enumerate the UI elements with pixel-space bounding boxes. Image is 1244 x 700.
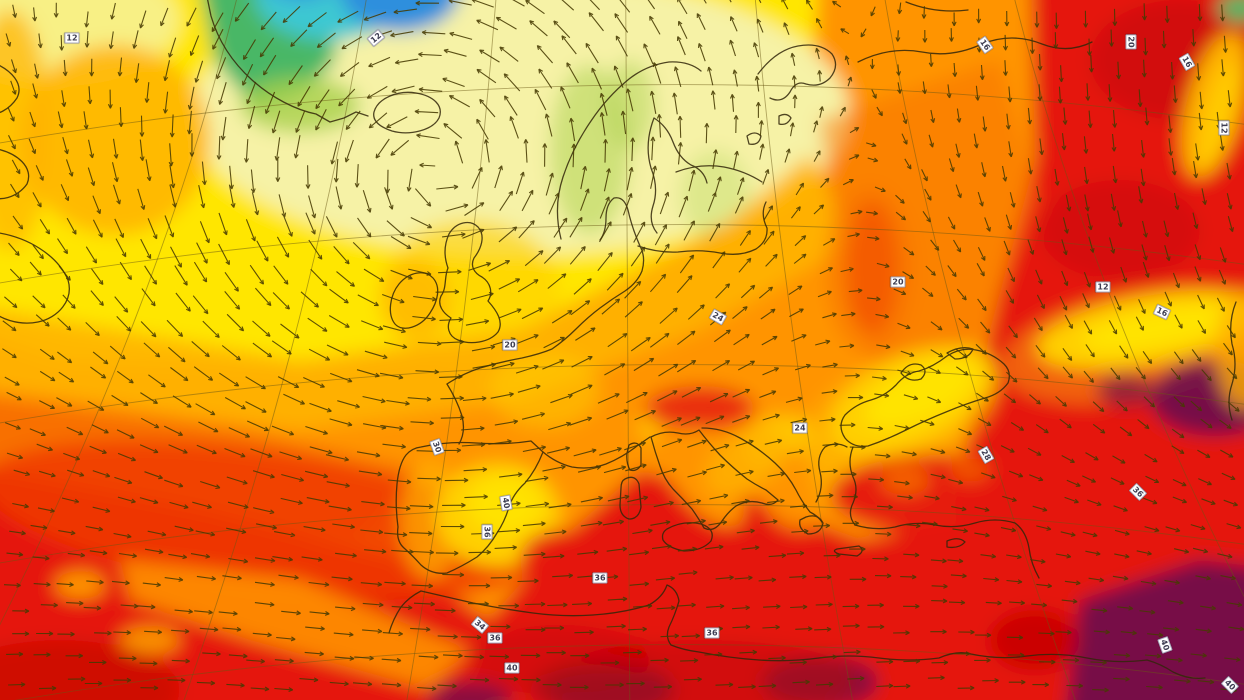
- coast-sicily: [661, 522, 713, 552]
- temp-blue: [341, 0, 459, 32]
- coast-iceland: [373, 91, 441, 134]
- coast-azov: [946, 347, 974, 360]
- temp-right-yellow-band: [1081, 305, 1239, 351]
- coast-lakes: [746, 113, 792, 145]
- temp-turkey-mottle-2: [950, 458, 990, 482]
- temp-darkred-e: [1040, 180, 1200, 280]
- coast-black-sea: [840, 348, 1010, 447]
- coast-peloponnese: [799, 515, 824, 535]
- coast-turkey-west: [849, 446, 857, 526]
- temp-maroon-africa: [530, 665, 650, 700]
- temp-purple-s3: [428, 682, 512, 700]
- coast-left-islands: [0, 65, 70, 324]
- temp-france-gold: [490, 352, 600, 428]
- temp-ne-green: [1218, 0, 1244, 22]
- temp-amber-band: [0, 155, 860, 430]
- coast-britain: [439, 221, 501, 344]
- temp-orange-fleck-2: [120, 626, 180, 654]
- coast-cyprus: [946, 538, 966, 549]
- temp-darkred-se: [990, 610, 1080, 670]
- coast-north-africa: [420, 584, 1206, 680]
- coast-caspian: [1228, 301, 1237, 421]
- temp-italy-orange: [655, 423, 745, 527]
- coast-crimea: [900, 363, 926, 381]
- coast-iberia: [395, 440, 544, 574]
- coast-continent-nw: [446, 197, 645, 385]
- coast-baltic-south: [637, 201, 768, 255]
- coast-balkans: [701, 427, 823, 523]
- temp-redorange-strip: [0, 440, 538, 600]
- temp-caspian-amber: [1215, 290, 1244, 410]
- temp-orange-diag: [120, 560, 470, 690]
- coast-corsica: [626, 442, 642, 472]
- coast-norway: [556, 61, 702, 240]
- coast-crete: [833, 545, 863, 557]
- temp-turkey-mottle-1: [880, 465, 930, 495]
- coast-gulf-finland: [675, 165, 763, 183]
- temp-scandes-green-2: [605, 60, 655, 150]
- temp-topleft-amber: [20, 45, 210, 235]
- temp-blacksea-yellow: [864, 360, 976, 430]
- coast-italy: [650, 429, 779, 531]
- coast-sardinia: [619, 476, 642, 520]
- temp-turkey-red: [830, 455, 1050, 535]
- coast-bothnia: [647, 117, 708, 234]
- temp-purple-2: [1097, 374, 1153, 406]
- temp-alps-red: [645, 386, 755, 430]
- temp-orange-fleck-1: [55, 571, 105, 599]
- coast-turkey-south: [854, 519, 1040, 579]
- temp-purple-se: [1067, 560, 1244, 700]
